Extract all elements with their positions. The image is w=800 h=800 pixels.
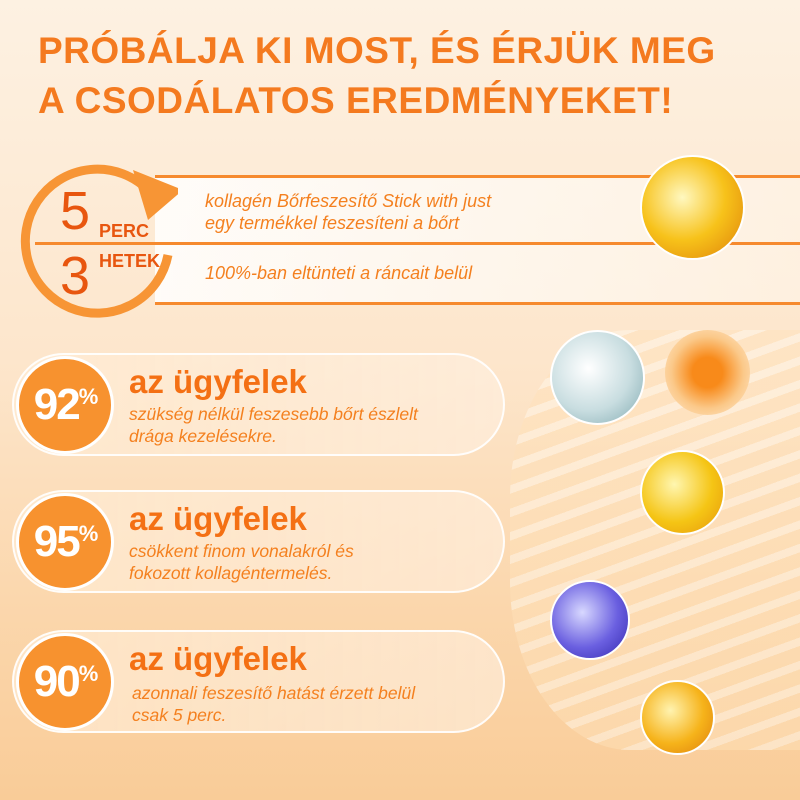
timing-text-2: 100%-ban eltünteti a ráncait belül: [205, 263, 473, 283]
percent-badge: 92%: [16, 356, 114, 454]
minutes-value: 5: [60, 181, 91, 241]
stat-title: az ügyfelek: [129, 640, 307, 677]
weeks-unit: HETEK: [99, 251, 161, 271]
percent-badge: 90%: [16, 633, 114, 731]
stat-card: 95% az ügyfelek csökkent finom vonalakró…: [12, 490, 505, 593]
stat-description: szükség nélkül feszesebb bőrt észlelt drá…: [129, 404, 418, 446]
divider: [35, 242, 800, 245]
cell-icon: [665, 330, 750, 415]
timing-text-1: kollagén Bőrfeszesítő Stick with just egy…: [205, 191, 492, 233]
weeks-value: 3: [60, 246, 91, 306]
stat-title: az ügyfelek: [129, 500, 307, 537]
headline-line-1: PRÓBÁLJA KI MOST, ÉS ÉRJÜK MEG: [38, 30, 716, 71]
minutes-unit: PERC: [99, 221, 150, 241]
percent-badge: 95%: [16, 493, 114, 591]
stat-description: csökkent finom vonalakról és fokozott kol…: [129, 541, 354, 583]
cycle-arrow-icon: [20, 164, 178, 318]
stat-description: azonnali feszesítő hatást érzett belül cs…: [132, 683, 416, 725]
stat-card: 92% az ügyfelek szükség nélkül feszesebb…: [12, 353, 505, 456]
molecule-sphere-icon: [640, 450, 725, 535]
stat-title: az ügyfelek: [129, 363, 307, 400]
purple-sphere-icon: [550, 580, 630, 660]
stat-card: 90% az ügyfelek azonnali feszesítő hatás…: [12, 630, 505, 733]
bubbles-sphere-icon: [550, 330, 645, 425]
headline-line-2: A CSODÁLATOS EREDMÉNYEKET!: [38, 80, 674, 121]
honeycomb-sphere-icon: [640, 155, 745, 260]
honeycomb-small-sphere-icon: [640, 680, 715, 755]
